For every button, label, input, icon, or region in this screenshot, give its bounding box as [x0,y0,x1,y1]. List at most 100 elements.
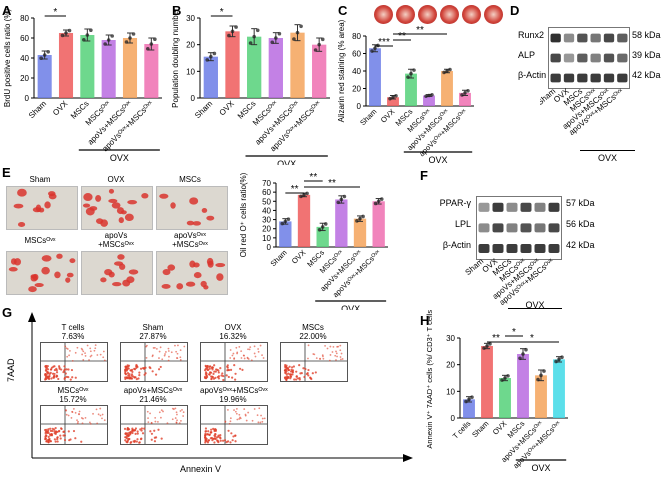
event-dot [146,344,148,347]
flow-percent: 15.72% [59,395,87,404]
event-dot [341,358,344,360]
event-dot [45,434,48,437]
bar-4 [122,38,138,98]
event-dot [210,375,213,378]
blot-band [520,202,532,212]
lipid-cell [69,258,76,264]
event-dot [304,367,307,371]
flow-percent: 27.87% [139,332,167,341]
flow-percent: 7.63% [61,332,85,341]
event-dot [128,377,131,380]
event-dot [334,354,337,357]
flow-title: apoVsᴼᵛˣ+MSCsᴼᵛˣ 19.96% [200,386,268,404]
event-dot [298,378,301,381]
event-dot [138,371,141,374]
data-point [302,193,306,197]
event-dot [249,346,252,349]
event-dot [151,354,154,357]
event-dot [259,344,262,347]
event-dot [62,430,65,433]
micrograph-apovs-mscs-ovx [81,251,153,295]
event-dot [230,432,233,435]
event-dot [56,436,59,439]
data-point [358,216,362,221]
blot-band [617,73,628,83]
event-dot [329,354,332,356]
event-dot [224,421,227,423]
lipid-cell [56,253,63,259]
flow-plot [280,342,348,382]
data-point [524,347,528,352]
category-label: Sham [470,419,490,439]
band-size-3: 42 kDa [632,70,661,80]
event-dot [55,374,58,377]
event-dot [96,422,99,425]
event-dot [76,419,78,422]
data-point [503,376,507,380]
event-dot [131,428,135,431]
flow-group-label: T cells [61,323,85,332]
blot-band [590,53,601,63]
event-dot [238,346,241,348]
event-dot [236,352,238,355]
event-dot [49,429,52,432]
event-dot [219,436,222,439]
data-point [370,49,374,53]
event-dot [322,355,324,358]
event-dot [48,372,51,376]
event-dot [154,416,157,419]
lipid-cell [159,193,169,199]
event-dot [49,427,52,430]
lipid-cell [85,207,95,216]
y-tick-label: 60 [20,34,29,43]
event-dot [247,411,250,414]
event-dot [229,420,232,423]
blot-band [603,33,615,43]
event-dot [283,365,287,368]
event-dot [124,372,127,375]
event-dot [46,439,49,442]
data-point [230,29,235,34]
event-dot [214,433,217,436]
lipid-cell [161,283,171,289]
event-dot [71,359,74,362]
category-label: Sham [27,99,48,120]
event-dot [147,421,150,424]
event-dot [332,346,335,348]
event-dot [235,408,238,410]
event-dot [257,350,260,353]
y-tick-label: 60 [262,188,271,197]
event-dot [170,351,173,354]
event-dot [126,376,129,379]
event-dot [213,370,216,373]
bar-0 [203,56,218,98]
event-dot [89,347,92,350]
event-dot [287,372,290,375]
data-point [82,38,86,42]
ovx-label-d: OVX [597,153,617,163]
event-dot [65,413,68,416]
event-dot [158,357,160,359]
lipid-cell [189,197,199,205]
event-dot [211,368,214,371]
micrograph-mscs [156,186,228,230]
event-dot [180,419,182,422]
event-dot [286,367,289,370]
event-dot [234,372,237,375]
lipid-cell [170,202,176,209]
data-point [106,38,111,42]
panel-label-a: A [2,3,12,18]
y-axis-label: Alizarin red staining (% area) [337,19,346,122]
event-dot [150,422,153,425]
flow-percent: 22.00% [299,332,327,341]
event-dot [213,441,216,444]
event-dot [49,434,52,437]
event-dot [62,434,65,437]
event-dot [217,434,220,437]
data-point [67,28,72,33]
data-point [560,355,564,359]
event-dot [92,412,94,415]
lipid-cell [216,273,224,281]
flow-xlabel: Annexin V [180,464,222,474]
